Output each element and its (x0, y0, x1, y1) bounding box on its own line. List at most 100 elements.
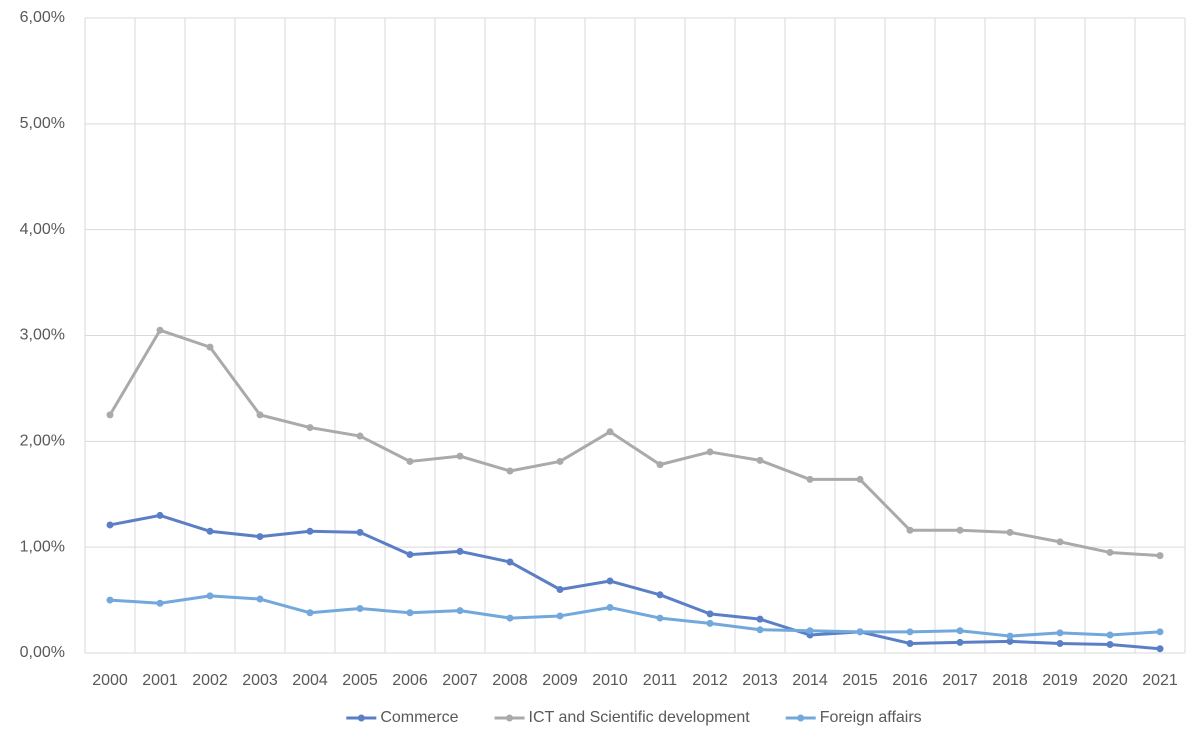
data-point (406, 551, 414, 559)
data-point (706, 610, 714, 618)
data-point (306, 424, 314, 432)
x-tick-label: 2004 (292, 672, 328, 689)
data-point (606, 577, 614, 585)
data-point (556, 457, 564, 465)
x-tick-label: 2011 (643, 672, 678, 689)
data-point (956, 638, 964, 646)
data-point (256, 595, 264, 603)
y-tick-label: 0,00% (20, 644, 65, 661)
data-point (356, 605, 364, 613)
data-point (1006, 528, 1014, 536)
x-tick-label: 2015 (842, 672, 878, 689)
x-tick-label: 2000 (92, 672, 128, 689)
data-point (1106, 631, 1114, 639)
legend-label: Commerce (380, 709, 458, 726)
x-tick-label: 2003 (242, 672, 278, 689)
data-point (106, 411, 114, 419)
data-point (406, 609, 414, 617)
y-tick-label: 2,00% (20, 433, 65, 450)
data-point (956, 627, 964, 635)
legend-item: Foreign affairs (785, 709, 922, 726)
data-point (356, 528, 364, 536)
y-tick-label: 3,00% (20, 327, 65, 344)
x-tick-label: 2009 (542, 672, 578, 689)
legend-marker (357, 714, 365, 722)
data-point (406, 457, 414, 465)
data-point (556, 612, 564, 620)
data-point (156, 326, 164, 334)
data-point (156, 599, 164, 607)
data-point (1106, 548, 1114, 556)
data-point (806, 475, 814, 483)
y-tick-label: 4,00% (20, 221, 65, 238)
x-tick-label: 2016 (892, 672, 928, 689)
legend-item: ICT and Scientific development (494, 709, 751, 726)
legend-label: ICT and Scientific development (529, 709, 751, 726)
data-point (306, 609, 314, 617)
legend-marker (797, 714, 805, 722)
data-point (206, 343, 214, 351)
y-tick-label: 5,00% (20, 115, 65, 132)
data-point (506, 467, 514, 475)
x-tick-label: 2019 (1042, 672, 1078, 689)
legend-marker (506, 714, 514, 722)
x-tick-label: 2021 (1142, 672, 1178, 689)
data-point (1056, 639, 1064, 647)
x-tick-label: 2010 (592, 672, 628, 689)
x-tick-label: 2002 (192, 672, 228, 689)
data-point (756, 615, 764, 623)
data-point (256, 533, 264, 541)
data-point (556, 586, 564, 593)
data-point (506, 614, 514, 622)
x-tick-label: 2007 (442, 672, 478, 689)
data-point (206, 592, 214, 600)
data-point (606, 428, 614, 436)
data-point (906, 526, 914, 534)
data-point (356, 432, 364, 440)
data-point (656, 614, 664, 622)
data-point (506, 558, 514, 566)
series-line (108, 328, 1161, 558)
y-tick-label: 6,00% (20, 9, 65, 26)
legend-item: Commerce (346, 709, 459, 726)
data-point (456, 452, 464, 460)
series-line (109, 594, 1161, 638)
data-point (706, 619, 714, 627)
x-tick-label: 2017 (942, 672, 978, 689)
x-tick-label: 2001 (142, 672, 178, 689)
x-tick-label: 2006 (392, 672, 428, 689)
data-point (156, 511, 164, 519)
data-point (606, 603, 614, 611)
data-point (806, 627, 814, 635)
data-point (1006, 637, 1014, 645)
data-point (1106, 641, 1114, 649)
data-point (756, 456, 764, 464)
data-point (1056, 538, 1064, 546)
x-tick-label: 2014 (792, 672, 828, 689)
data-point (256, 411, 264, 419)
data-point (956, 526, 964, 534)
data-point (756, 626, 764, 634)
data-point (656, 461, 664, 469)
legend-label: Foreign affairs (820, 709, 922, 726)
x-tick-label: 2020 (1092, 672, 1128, 689)
data-point (456, 607, 464, 615)
data-point (1056, 629, 1064, 637)
y-tick-label: 1,00% (20, 538, 65, 555)
data-point (1156, 628, 1164, 636)
data-point (106, 521, 114, 529)
data-point (106, 596, 114, 604)
data-point (906, 639, 914, 647)
data-point (206, 527, 214, 535)
data-point (1156, 645, 1164, 653)
data-point (1156, 552, 1164, 560)
x-tick-label: 2018 (992, 672, 1028, 689)
data-point (656, 591, 664, 599)
data-point (456, 547, 464, 555)
data-point (856, 475, 864, 483)
data-point (1006, 632, 1014, 640)
data-point (306, 527, 314, 535)
series-line (109, 513, 1161, 651)
